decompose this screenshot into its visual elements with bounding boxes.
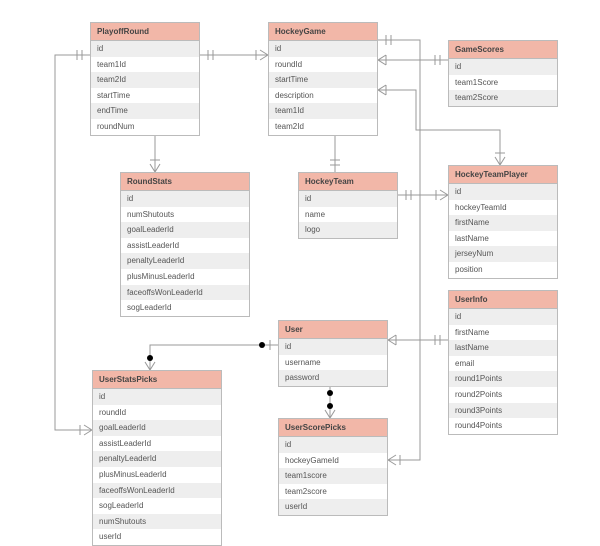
entity-field: startTime (269, 72, 377, 88)
entity-field: team1score (279, 468, 387, 484)
entity-hockeygame: HockeyGame id roundId startTime descript… (268, 22, 378, 136)
entity-field: logo (299, 222, 397, 238)
entity-field: plusMinusLeaderId (121, 269, 249, 285)
entity-field: id (121, 191, 249, 207)
entity-field: team2Id (269, 119, 377, 135)
entity-field: password (279, 370, 387, 386)
entity-field: sogLeaderId (121, 300, 249, 316)
entity-field: name (299, 207, 397, 223)
entity-field: penaltyLeaderId (121, 253, 249, 269)
entity-field: id (299, 191, 397, 207)
entity-field: lastName (449, 340, 557, 356)
entity-field: round1Points (449, 371, 557, 387)
entity-field: id (93, 389, 221, 405)
entity-header: HockeyTeamPlayer (449, 166, 557, 184)
entity-header: HockeyTeam (299, 173, 397, 191)
entity-header: UserScorePicks (279, 419, 387, 437)
entity-field: description (269, 88, 377, 104)
entity-field: team2score (279, 484, 387, 500)
entity-field: faceoffsWonLeaderId (93, 483, 221, 499)
entity-hockeyteamplayer: HockeyTeamPlayer id hockeyTeamId firstNa… (448, 165, 558, 279)
entity-header: UserInfo (449, 291, 557, 309)
entity-field: roundId (93, 405, 221, 421)
entity-field: roundNum (91, 119, 199, 135)
entity-header: RoundStats (121, 173, 249, 191)
entity-userstatspicks: UserStatsPicks id roundId goalLeaderId a… (92, 370, 222, 546)
entity-field: position (449, 262, 557, 278)
entity-field: team2Id (91, 72, 199, 88)
entity-field: round3Points (449, 403, 557, 419)
entity-user: User id username password (278, 320, 388, 387)
entity-field: username (279, 355, 387, 371)
entity-field: id (91, 41, 199, 57)
entity-field: numShutouts (121, 207, 249, 223)
entity-field: startTime (91, 88, 199, 104)
entity-field: team2Score (449, 90, 557, 106)
entity-roundstats: RoundStats id numShutouts goalLeaderId a… (120, 172, 250, 317)
entity-hockeyteam: HockeyTeam id name logo (298, 172, 398, 239)
entity-field: hockeyGameId (279, 453, 387, 469)
entity-field: goalLeaderId (121, 222, 249, 238)
entity-field: faceoffsWonLeaderId (121, 285, 249, 301)
entity-field: userId (93, 529, 221, 545)
entity-field: endTime (91, 103, 199, 119)
entity-gamescores: GameScores id team1Score team2Score (448, 40, 558, 107)
entity-field: email (449, 356, 557, 372)
entity-field: id (449, 309, 557, 325)
entity-field: lastName (449, 231, 557, 247)
entity-field: round4Points (449, 418, 557, 434)
entity-field: team1Id (269, 103, 377, 119)
entity-field: goalLeaderId (93, 420, 221, 436)
entity-field: assistLeaderId (93, 436, 221, 452)
entity-field: team1Id (91, 57, 199, 73)
entity-header: GameScores (449, 41, 557, 59)
entity-field: plusMinusLeaderId (93, 467, 221, 483)
entity-field: team1Score (449, 75, 557, 91)
entity-field: hockeyTeamId (449, 200, 557, 216)
entity-field: userId (279, 499, 387, 515)
entity-field: roundId (269, 57, 377, 73)
entity-field: jerseyNum (449, 246, 557, 262)
entity-userinfo: UserInfo id firstName lastName email rou… (448, 290, 558, 435)
entity-field: id (449, 59, 557, 75)
entity-field: id (449, 184, 557, 200)
entity-header: User (279, 321, 387, 339)
entity-header: PlayoffRound (91, 23, 199, 41)
entity-field: firstName (449, 325, 557, 341)
entity-field: numShutouts (93, 514, 221, 530)
entity-field: id (279, 437, 387, 453)
entity-header: UserStatsPicks (93, 371, 221, 389)
entity-field: assistLeaderId (121, 238, 249, 254)
entity-field: sogLeaderId (93, 498, 221, 514)
entity-field: id (269, 41, 377, 57)
entity-playoffround: PlayoffRound id team1Id team2Id startTim… (90, 22, 200, 136)
entity-field: round2Points (449, 387, 557, 403)
entity-field: id (279, 339, 387, 355)
entity-header: HockeyGame (269, 23, 377, 41)
entity-field: penaltyLeaderId (93, 451, 221, 467)
entity-userscorepicks: UserScorePicks id hockeyGameId team1scor… (278, 418, 388, 516)
entity-field: firstName (449, 215, 557, 231)
